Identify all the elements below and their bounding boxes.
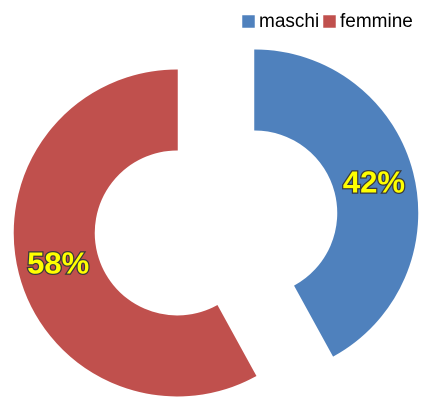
legend-label: femmine xyxy=(340,11,413,32)
legend-label: maschi xyxy=(259,11,319,32)
segment-shade xyxy=(254,50,418,356)
value-label: 58% xyxy=(27,246,89,281)
segment-shade xyxy=(14,69,256,396)
legend-swatch xyxy=(241,14,256,29)
legend-swatch xyxy=(322,14,337,29)
value-label: 42% xyxy=(343,165,405,200)
